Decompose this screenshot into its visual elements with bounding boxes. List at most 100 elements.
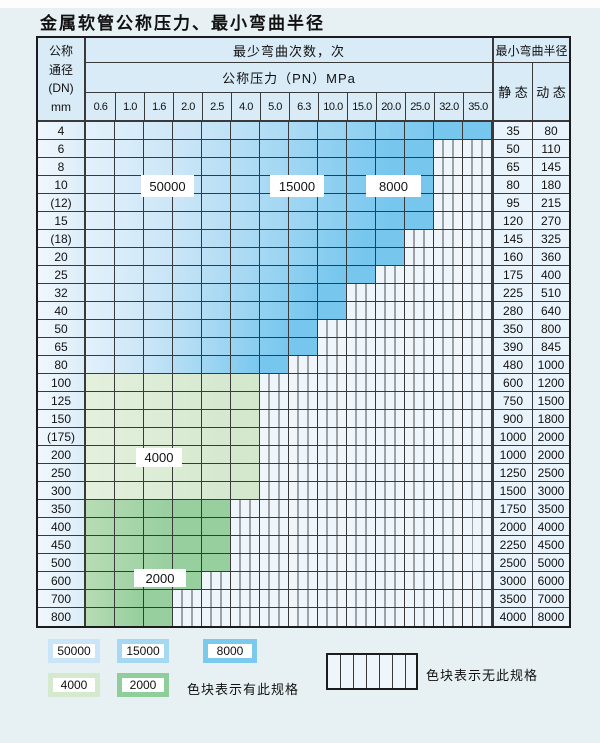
static-radius-cell: 1500 bbox=[492, 482, 532, 499]
static-radius-cell: 1250 bbox=[492, 464, 532, 481]
static-radius-cell: 2250 bbox=[492, 536, 532, 553]
pn-band bbox=[86, 320, 492, 337]
colored-band bbox=[86, 356, 289, 373]
pn-band bbox=[86, 266, 492, 283]
dynamic-radius-cell: 145 bbox=[532, 158, 569, 175]
striped-band bbox=[347, 284, 492, 301]
colored-band bbox=[86, 320, 318, 337]
table-row: 80 480 1000 bbox=[38, 356, 569, 374]
pn-band bbox=[86, 284, 492, 301]
legend-swatch-label: 8000 bbox=[208, 644, 252, 658]
dynamic-radius-cell: 7000 bbox=[532, 590, 569, 607]
dn-header-line4: mm bbox=[51, 100, 71, 115]
dn-header-line2: 通径 bbox=[48, 62, 73, 77]
dn-cell: 10 bbox=[38, 176, 86, 193]
legend-swatch-label: 4000 bbox=[53, 678, 95, 692]
pn-band bbox=[86, 374, 492, 391]
overlay-label-50000: 50000 bbox=[141, 175, 194, 197]
static-radius-cell: 4000 bbox=[492, 608, 532, 626]
striped-band bbox=[347, 302, 492, 319]
pn-band bbox=[86, 500, 492, 517]
static-radius-cell: 390 bbox=[492, 338, 532, 355]
pressure-header-cell: 35.0 bbox=[463, 93, 492, 120]
dn-cell: 65 bbox=[38, 338, 86, 355]
legend-note-unavailable: 色块表示无此规格 bbox=[426, 668, 539, 683]
dn-cell: (12) bbox=[38, 194, 86, 211]
dynamic-radius-cell: 1200 bbox=[532, 374, 569, 391]
dynamic-radius-cell: 2000 bbox=[532, 428, 569, 445]
legend-swatch-50000: 50000 bbox=[48, 639, 100, 663]
dynamic-radius-cell: 400 bbox=[532, 266, 569, 283]
colored-band bbox=[86, 338, 318, 355]
pressure-header-cell: 0.6 bbox=[93, 100, 108, 113]
pn-band bbox=[86, 518, 492, 535]
pn-band bbox=[86, 572, 492, 589]
colored-band bbox=[86, 284, 347, 301]
colored-band bbox=[86, 158, 434, 175]
dn-header-line3: (DN) bbox=[48, 81, 74, 96]
pn-band bbox=[86, 428, 492, 445]
striped-band bbox=[260, 446, 492, 463]
dynamic-radius-cell: 2000 bbox=[532, 446, 569, 463]
min-bend-radius-header: 最小弯曲半径 bbox=[492, 38, 569, 63]
dn-cell: 600 bbox=[38, 572, 86, 589]
table-row: 4 35 80 bbox=[38, 122, 569, 140]
pn-band bbox=[86, 392, 492, 409]
static-radius-cell: 2500 bbox=[492, 554, 532, 571]
dynamic-radius-cell: 80 bbox=[532, 122, 569, 139]
static-radius-cell: 120 bbox=[492, 212, 532, 229]
dn-header-line1: 公称 bbox=[48, 43, 73, 58]
pn-band bbox=[86, 158, 492, 175]
dn-cell: 800 bbox=[38, 608, 86, 626]
table-row: 50 350 800 bbox=[38, 320, 569, 338]
dn-cell: 100 bbox=[38, 374, 86, 391]
table-row: 6 50 110 bbox=[38, 140, 569, 158]
pressure-header-cell: 32.0 bbox=[434, 93, 463, 120]
striped-band bbox=[405, 248, 492, 265]
static-radius-cell: 160 bbox=[492, 248, 532, 265]
striped-band bbox=[231, 518, 492, 535]
static-radius-cell: 50 bbox=[492, 140, 532, 157]
striped-band bbox=[289, 356, 492, 373]
dn-cell: 8 bbox=[38, 158, 86, 175]
pn-band bbox=[86, 140, 492, 157]
striped-band bbox=[231, 554, 492, 571]
colored-band bbox=[86, 410, 260, 427]
striped-band bbox=[318, 338, 492, 355]
colored-band bbox=[86, 608, 173, 626]
dn-cell: 250 bbox=[38, 464, 86, 481]
dynamic-radius-cell: 110 bbox=[532, 140, 569, 157]
dynamic-radius-cell: 360 bbox=[532, 248, 569, 265]
dn-cell: 125 bbox=[38, 392, 86, 409]
dn-cell: 700 bbox=[38, 590, 86, 607]
table-row: 20 160 360 bbox=[38, 248, 569, 266]
dn-cell: 400 bbox=[38, 518, 86, 535]
colored-band bbox=[86, 248, 405, 265]
spec-table: 公称 通径 (DN) mm 最少弯曲次数，次 最小弯曲半径 公称压力（PN）MP… bbox=[36, 36, 571, 628]
colored-band bbox=[86, 266, 376, 283]
static-radius-cell: 95 bbox=[492, 194, 532, 211]
colored-band bbox=[86, 518, 231, 535]
dynamic-radius-cell: 1500 bbox=[532, 392, 569, 409]
dn-cell: 25 bbox=[38, 266, 86, 283]
table-row: 450 2250 4500 bbox=[38, 536, 569, 554]
pressure-header-cell: 6.3 bbox=[289, 93, 318, 120]
legend-no-spec-swatch bbox=[326, 653, 418, 690]
static-radius-cell: 175 bbox=[492, 266, 532, 283]
overlay-label-2000: 2000 bbox=[134, 569, 186, 587]
dynamic-radius-cell: 3500 bbox=[532, 500, 569, 517]
colored-band bbox=[86, 302, 347, 319]
static-radius-cell: 3000 bbox=[492, 572, 532, 589]
colored-band bbox=[86, 194, 434, 211]
dynamic-radius-cell: 180 bbox=[532, 176, 569, 193]
pn-band bbox=[86, 212, 492, 229]
dynamic-radius-cell: 845 bbox=[532, 338, 569, 355]
colored-band bbox=[86, 140, 434, 157]
pn-band bbox=[86, 302, 492, 319]
dynamic-radius-cell: 800 bbox=[532, 320, 569, 337]
striped-band bbox=[434, 158, 492, 175]
pn-band bbox=[86, 554, 492, 571]
dn-cell: 15 bbox=[38, 212, 86, 229]
legend-swatch-label: 15000 bbox=[122, 644, 164, 658]
static-radius-cell: 480 bbox=[492, 356, 532, 373]
